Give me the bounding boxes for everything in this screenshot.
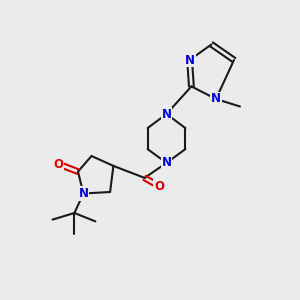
Text: O: O [53, 158, 64, 171]
Text: N: N [161, 107, 172, 121]
Text: O: O [154, 179, 164, 193]
Text: N: N [161, 156, 172, 170]
Text: N: N [211, 92, 221, 106]
Text: N: N [184, 53, 195, 67]
Text: N: N [78, 187, 88, 200]
